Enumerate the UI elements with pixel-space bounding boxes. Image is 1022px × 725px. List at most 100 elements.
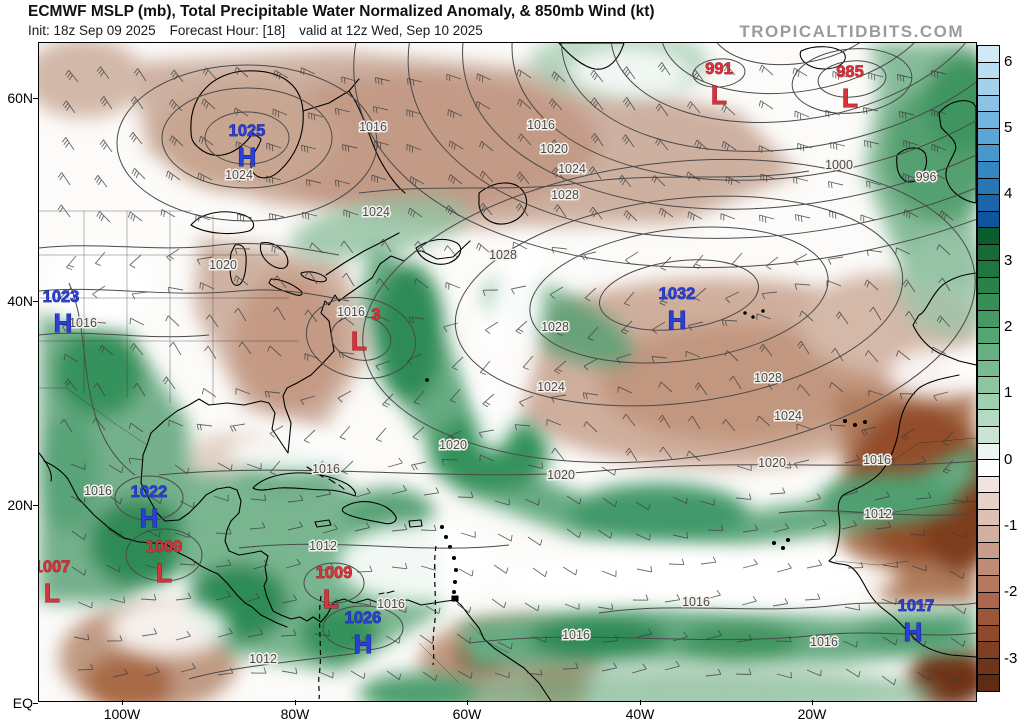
high-pressure-value: 1025	[229, 122, 266, 140]
colorbar-segment	[978, 526, 999, 543]
lat-tick	[33, 703, 38, 705]
weather-map-image: 1016 1024 1020 1024 1016 1016 1020 1024 1028 1028…	[39, 43, 976, 701]
colorbar-segment	[978, 460, 999, 477]
colorbar-segment	[978, 476, 999, 494]
lat-label: 40N	[7, 293, 33, 309]
colorbar-segment	[978, 277, 999, 295]
isobar-value-label: 1028	[541, 320, 569, 334]
isobar-value-label: 1012	[309, 539, 337, 553]
colorbar-tick-label: 3	[1004, 251, 1013, 269]
isobar-value-label: 1016	[562, 628, 590, 642]
colorbar-segment	[978, 311, 999, 328]
high-pressure-value: 1023	[43, 288, 80, 306]
colorbar-tick-label: 4	[1004, 185, 1013, 203]
lat-tick	[33, 98, 38, 100]
low-pressure-marker: L	[711, 80, 727, 110]
lon-tick	[812, 700, 814, 705]
colorbar-segment	[978, 327, 999, 345]
isobar-value-label: 1016	[527, 118, 555, 132]
high-pressure-marker: H	[54, 308, 73, 338]
isobar-value-label: 1028	[551, 188, 579, 202]
low-pressure-value: 1007	[39, 558, 70, 576]
isobar-value-label: 1012	[864, 507, 892, 521]
isobar-value-label: 1012	[249, 652, 277, 666]
high-pressure-value: 1017	[898, 597, 935, 615]
colorbar-segment	[978, 393, 999, 411]
isobar-value-label: 1016	[359, 120, 387, 134]
isobar-value-label: 1020	[540, 142, 568, 156]
low-pressure-marker: L	[351, 326, 367, 356]
colorbar-segment	[978, 410, 999, 427]
isobar-value-label: 1024	[362, 205, 390, 219]
colorbar-segment	[978, 625, 999, 643]
high-pressure-marker: H	[668, 305, 687, 335]
colorbar-segment	[978, 443, 999, 461]
colorbar-segment	[978, 658, 999, 676]
colorbar-segment	[978, 609, 999, 626]
lon-label: 40W	[625, 706, 655, 722]
coastline-layer	[39, 43, 976, 701]
low-pressure-marker: L	[842, 83, 858, 113]
lon-label: 60W	[452, 706, 482, 722]
low-pressure-marker: L	[44, 578, 60, 608]
colorbar-segment	[978, 509, 999, 527]
colorbar-segment	[978, 178, 999, 196]
low-pressure-marker: L	[323, 584, 339, 614]
borders-layer	[39, 210, 976, 684]
lon-label: 100W	[103, 706, 141, 722]
colorbar-segment	[978, 559, 999, 576]
low-pressure-marker: L	[156, 558, 172, 588]
colorbar-segment	[978, 426, 999, 444]
isobar-layer	[39, 43, 976, 680]
colorbar-segment	[978, 642, 999, 659]
wind-barbs	[57, 62, 969, 686]
lon-tick	[467, 700, 469, 705]
isobar-value-label: 1020	[547, 468, 575, 482]
colorbar-segment	[978, 79, 999, 96]
lat-tick	[33, 505, 38, 507]
colorbar-tick-label: 2	[1004, 318, 1013, 336]
colorbar-segment	[978, 244, 999, 262]
colorbar	[977, 45, 1000, 692]
isobar-value-label: 1016	[337, 305, 365, 319]
colorbar-segment	[978, 576, 999, 593]
colorbar-segment	[978, 145, 999, 162]
colorbar-tick-label: -3	[1004, 649, 1018, 667]
isobar-value-label: 1016	[863, 453, 891, 467]
colorbar-segment	[978, 675, 999, 691]
high-pressure-marker: H	[354, 629, 373, 659]
wave-axis-layer	[318, 545, 437, 700]
colorbar-segment	[978, 95, 999, 113]
isobar-value-label: 1020	[439, 438, 467, 452]
colorbar-segment	[978, 195, 999, 212]
map-area: 1016 1024 1020 1024 1016 1016 1020 1024 1028 1028…	[38, 42, 977, 702]
isobar-value-label: 1028	[489, 248, 517, 262]
isobar-value-label: 1016	[682, 595, 710, 609]
isobar-label-layer: 1016 1024 1020 1024 1016 1016 1020 1024 1028 1028…	[68, 117, 938, 668]
lat-label: EQ	[12, 695, 33, 711]
colorbar-segment	[978, 377, 999, 394]
low-pressure-value: 1009	[146, 538, 183, 556]
high-pressure-marker: H	[904, 617, 923, 647]
isobar-value-label: 1016	[810, 635, 838, 649]
run-info: Init: 18z Sep 09 2025 Forecast Hour: [18]…	[28, 23, 483, 38]
colorbar-segment	[978, 112, 999, 129]
high-pressure-value: 1026	[345, 609, 382, 627]
wind-barb-layer	[57, 62, 969, 686]
colorbar-segment	[978, 261, 999, 278]
high-pressure-value: 1032	[659, 285, 696, 303]
isobar-value-label: 996	[916, 170, 937, 184]
colorbar-segment	[978, 493, 999, 510]
lon-tick	[122, 700, 124, 705]
isobar-value-label: 1024	[225, 168, 253, 182]
colorbar-tick-label: 0	[1004, 450, 1013, 468]
colorbar-segment	[978, 360, 999, 378]
colorbar-segment	[978, 128, 999, 146]
low-pressure-value: 3	[371, 306, 380, 324]
lon-label: 20W	[797, 706, 827, 722]
site-watermark: TROPICALTIDBITS.COM	[739, 22, 964, 41]
isobar-value-label: 1024	[558, 162, 586, 176]
isobar-value-label: 1024	[774, 409, 802, 423]
colorbar-tick-label: -2	[1004, 583, 1018, 601]
colorbar-tick-label: 5	[1004, 118, 1013, 136]
